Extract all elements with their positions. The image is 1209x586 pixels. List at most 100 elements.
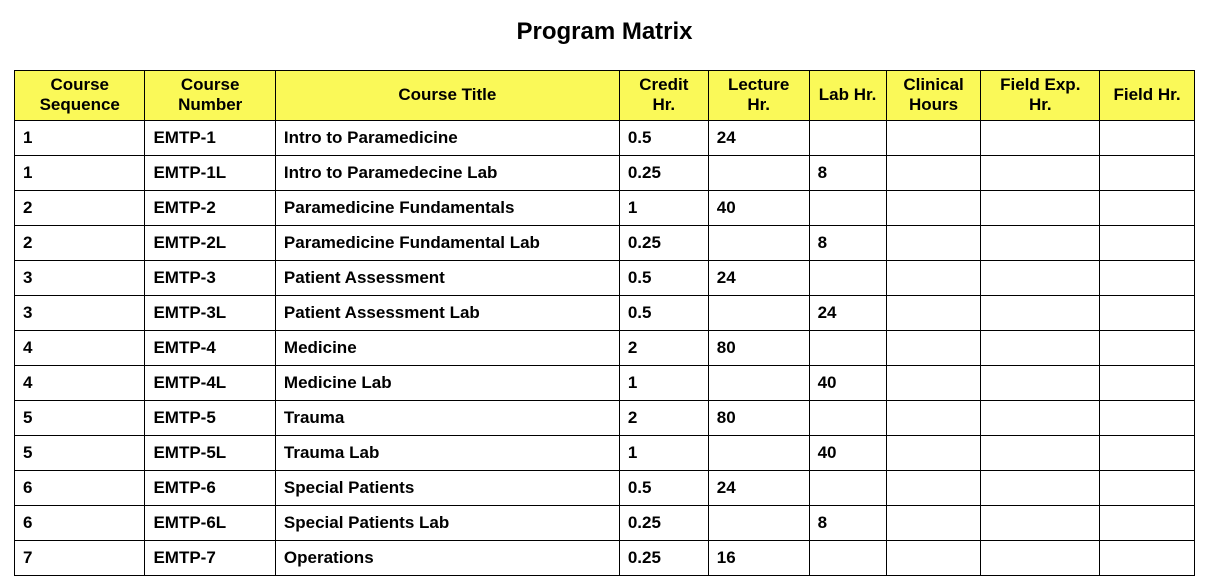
table-cell: EMTP-5 <box>145 400 275 435</box>
table-cell: Intro to Paramedicine <box>275 120 619 155</box>
table-cell <box>981 260 1100 295</box>
table-cell <box>809 120 886 155</box>
table-cell: 40 <box>809 365 886 400</box>
table-cell <box>886 400 981 435</box>
table-cell: EMTP-5L <box>145 435 275 470</box>
table-cell <box>708 155 809 190</box>
table-cell: 6 <box>15 470 145 505</box>
table-cell: 2 <box>619 330 708 365</box>
table-cell <box>1100 400 1195 435</box>
table-cell: Paramedicine Fundamental Lab <box>275 225 619 260</box>
table-cell <box>981 505 1100 540</box>
column-header: Course Number <box>145 71 275 121</box>
table-cell: 80 <box>708 330 809 365</box>
table-cell: 0.5 <box>619 295 708 330</box>
table-cell: 0.5 <box>619 120 708 155</box>
table-cell: 40 <box>809 435 886 470</box>
table-cell <box>809 330 886 365</box>
table-cell: Trauma <box>275 400 619 435</box>
page-title: Program Matrix <box>14 18 1195 46</box>
table-row: 1EMTP-1LIntro to Paramedecine Lab0.258 <box>15 155 1195 190</box>
table-row: 7EMTP-7Operations0.2516 <box>15 540 1195 575</box>
table-cell: 0.5 <box>619 260 708 295</box>
table-cell <box>886 470 981 505</box>
column-header: Credit Hr. <box>619 71 708 121</box>
table-cell <box>981 155 1100 190</box>
table-cell: Patient Assessment Lab <box>275 295 619 330</box>
table-cell: Special Patients Lab <box>275 505 619 540</box>
table-cell <box>1100 225 1195 260</box>
table-cell: Medicine <box>275 330 619 365</box>
table-cell: 24 <box>708 470 809 505</box>
column-header: Clinical Hours <box>886 71 981 121</box>
table-cell: 5 <box>15 400 145 435</box>
table-row: 4EMTP-4LMedicine Lab140 <box>15 365 1195 400</box>
table-cell: EMTP-3 <box>145 260 275 295</box>
table-row: 2EMTP-2LParamedicine Fundamental Lab0.25… <box>15 225 1195 260</box>
table-body: 1EMTP-1Intro to Paramedicine0.5241EMTP-1… <box>15 120 1195 575</box>
table-cell: 24 <box>708 260 809 295</box>
column-header: Course Sequence <box>15 71 145 121</box>
table-cell: 1 <box>619 190 708 225</box>
table-cell <box>809 260 886 295</box>
table-cell <box>981 120 1100 155</box>
table-cell: EMTP-2L <box>145 225 275 260</box>
table-cell: 24 <box>809 295 886 330</box>
header-row: Course SequenceCourse NumberCourse Title… <box>15 71 1195 121</box>
table-cell <box>981 400 1100 435</box>
table-cell <box>708 505 809 540</box>
table-cell: 1 <box>15 155 145 190</box>
table-cell: Operations <box>275 540 619 575</box>
table-cell <box>1100 120 1195 155</box>
table-cell: 0.25 <box>619 540 708 575</box>
table-cell <box>1100 155 1195 190</box>
table-row: 6EMTP-6Special Patients0.524 <box>15 470 1195 505</box>
table-row: 3EMTP-3Patient Assessment0.524 <box>15 260 1195 295</box>
table-cell: 6 <box>15 505 145 540</box>
column-header: Course Title <box>275 71 619 121</box>
table-cell <box>981 540 1100 575</box>
table-cell: EMTP-6 <box>145 470 275 505</box>
table-cell: 7 <box>15 540 145 575</box>
table-cell: 5 <box>15 435 145 470</box>
table-row: 2EMTP-2Paramedicine Fundamentals140 <box>15 190 1195 225</box>
table-cell: 8 <box>809 505 886 540</box>
table-cell <box>886 330 981 365</box>
column-header: Lab Hr. <box>809 71 886 121</box>
table-cell <box>708 295 809 330</box>
table-cell: Paramedicine Fundamentals <box>275 190 619 225</box>
table-cell: 1 <box>619 365 708 400</box>
table-cell: 24 <box>708 120 809 155</box>
table-head: Course SequenceCourse NumberCourse Title… <box>15 71 1195 121</box>
table-cell: Trauma Lab <box>275 435 619 470</box>
table-cell: EMTP-1L <box>145 155 275 190</box>
table-cell <box>1100 295 1195 330</box>
table-cell <box>981 435 1100 470</box>
table-cell: EMTP-1 <box>145 120 275 155</box>
table-cell: EMTP-6L <box>145 505 275 540</box>
table-cell: 4 <box>15 330 145 365</box>
table-cell <box>809 190 886 225</box>
table-cell: Medicine Lab <box>275 365 619 400</box>
table-row: 5EMTP-5LTrauma Lab1 40 <box>15 435 1195 470</box>
table-cell <box>886 295 981 330</box>
table-cell: 1 <box>619 435 708 470</box>
table-cell <box>981 330 1100 365</box>
table-cell: 80 <box>708 400 809 435</box>
table-cell <box>886 505 981 540</box>
table-cell <box>708 435 809 470</box>
table-row: 5EMTP-5Trauma280 <box>15 400 1195 435</box>
table-cell <box>886 260 981 295</box>
column-header: Lecture Hr. <box>708 71 809 121</box>
table-cell: EMTP-7 <box>145 540 275 575</box>
table-cell <box>1100 540 1195 575</box>
column-header: Field Exp. Hr. <box>981 71 1100 121</box>
table-cell <box>886 190 981 225</box>
table-cell <box>1100 330 1195 365</box>
table-cell: 0.25 <box>619 225 708 260</box>
table-cell <box>809 540 886 575</box>
table-cell: 8 <box>809 155 886 190</box>
table-cell: 0.5 <box>619 470 708 505</box>
table-cell: 2 <box>15 190 145 225</box>
table-row: 1EMTP-1Intro to Paramedicine0.524 <box>15 120 1195 155</box>
